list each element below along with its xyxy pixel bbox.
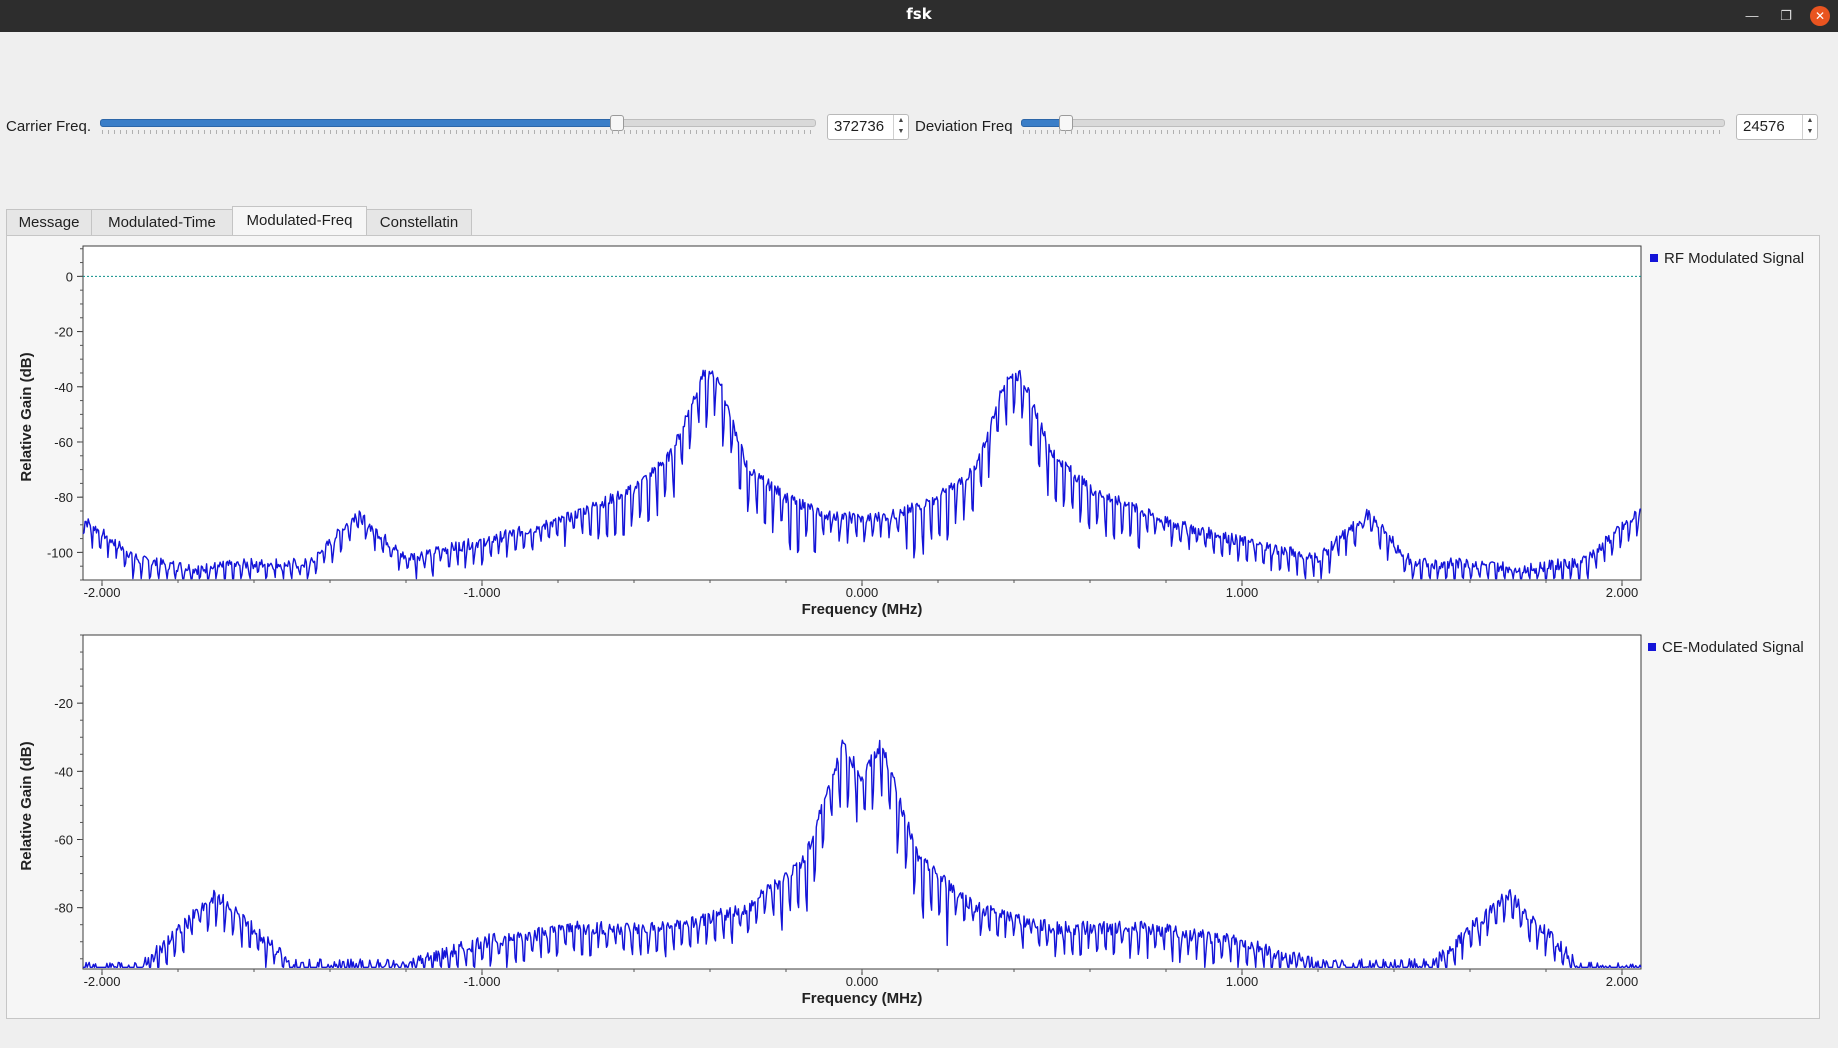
y-tick-label: -80 bbox=[54, 901, 73, 916]
x-tick-label: 1.000 bbox=[1226, 585, 1259, 600]
legend-rf-label: RF Modulated Signal bbox=[1664, 250, 1805, 267]
close-icon[interactable]: ✕ bbox=[1810, 6, 1830, 26]
carrier-freq-spinbox[interactable]: 372736 ▲ ▼ bbox=[827, 114, 909, 140]
deviation-freq-slider[interactable] bbox=[1021, 115, 1725, 136]
series-line bbox=[82, 369, 1642, 580]
tab-message[interactable]: Message bbox=[6, 209, 92, 235]
y-tick-label: -20 bbox=[54, 325, 73, 340]
deviation-spin-arrows-icon[interactable]: ▲ ▼ bbox=[1802, 115, 1817, 139]
plot-panel: 0 -20 -40 -60 -80 -100 -2.000 -1.000 0.000 1.000 2… bbox=[6, 235, 1820, 1019]
x-tick-label: -1.000 bbox=[464, 585, 501, 600]
y-tick-label: -60 bbox=[54, 832, 73, 847]
x-tick-label: 1.000 bbox=[1226, 974, 1259, 989]
carrier-freq-value[interactable]: 372736 bbox=[834, 118, 885, 135]
carrier-slider-fill bbox=[100, 119, 618, 127]
minimize-icon[interactable]: — bbox=[1745, 8, 1759, 23]
tab-modulated-time[interactable]: Modulated-Time bbox=[91, 209, 233, 235]
carrier-slider-handle[interactable] bbox=[610, 115, 624, 131]
y-axis-label: Relative Gain (dB) bbox=[18, 741, 35, 870]
deviation-freq-label: Deviation Freq bbox=[915, 118, 1013, 135]
carrier-freq-slider[interactable] bbox=[100, 115, 816, 136]
y-tick-label: -20 bbox=[54, 696, 73, 711]
plot-area bbox=[82, 245, 1642, 581]
x-tick-label: -2.000 bbox=[84, 974, 121, 989]
series-line bbox=[83, 739, 1642, 968]
y-tick-label: 0 bbox=[66, 269, 73, 284]
window-title: fsk bbox=[906, 5, 932, 23]
rf-spectrum-plot: 0 -20 -40 -60 -80 -100 -2.000 -1.000 0.000 1.000 2… bbox=[18, 245, 1642, 618]
y-tick-label: -40 bbox=[54, 380, 73, 395]
carrier-spin-arrows-icon[interactable]: ▲ ▼ bbox=[893, 115, 908, 139]
deviation-freq-spinbox[interactable]: 24576 ▲ ▼ bbox=[1736, 114, 1818, 140]
x-tick-label: 0.000 bbox=[846, 585, 879, 600]
x-tick-label: 0.000 bbox=[846, 974, 879, 989]
y-tick-label: -80 bbox=[54, 490, 73, 505]
x-tick-label: -2.000 bbox=[84, 585, 121, 600]
legend-ce-label: CE-Modulated Signal bbox=[1662, 639, 1804, 656]
x-tick-label: -1.000 bbox=[464, 974, 501, 989]
y-axis-label: Relative Gain (dB) bbox=[18, 352, 35, 481]
frequency-plots: 0 -20 -40 -60 -80 -100 -2.000 -1.000 0.000 1.000 2… bbox=[18, 245, 1642, 1007]
y-tick-label: -60 bbox=[54, 435, 73, 450]
maximize-icon[interactable]: ❐ bbox=[1780, 8, 1792, 23]
x-tick-label: 2.000 bbox=[1606, 974, 1639, 989]
y-tick-label: -40 bbox=[54, 764, 73, 779]
tab-modulated-freq[interactable]: Modulated-Freq bbox=[232, 206, 367, 236]
plot-area bbox=[82, 634, 1642, 970]
ce-spectrum-plot: -20 -40 -60 -80 -2.000 -1.000 0.000 1.000 2.000 F… bbox=[18, 634, 1642, 1007]
x-tick-label: 2.000 bbox=[1606, 585, 1639, 600]
deviation-freq-value[interactable]: 24576 bbox=[1743, 118, 1785, 135]
carrier-freq-label: Carrier Freq. bbox=[6, 118, 92, 135]
x-axis-label: Frequency (MHz) bbox=[802, 990, 923, 1007]
x-axis-label: Frequency (MHz) bbox=[802, 601, 923, 618]
legend-rf: RF Modulated Signal bbox=[1650, 250, 1804, 267]
tab-constellatin[interactable]: Constellatin bbox=[366, 209, 472, 235]
y-tick-label: -100 bbox=[47, 545, 73, 560]
title-bar: fsk — ❐ ✕ bbox=[0, 0, 1838, 32]
deviation-slider-handle[interactable] bbox=[1059, 115, 1073, 131]
legend-ce: CE-Modulated Signal bbox=[1648, 639, 1804, 656]
